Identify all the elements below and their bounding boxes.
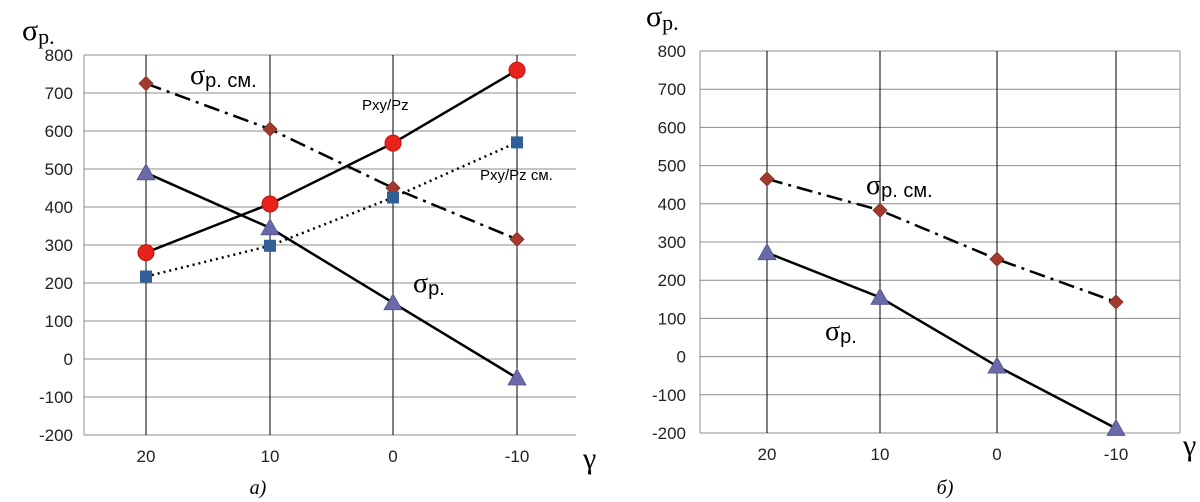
data-point-square (140, 270, 152, 283)
y-tick-label: 700 (658, 80, 686, 99)
y-tick-label: 700 (45, 84, 73, 103)
data-point-diamond (872, 202, 888, 218)
panel-caption: б) (937, 477, 954, 499)
series-line (766, 177, 1117, 304)
y-tick-label: 400 (45, 198, 73, 217)
y-axis-label: σр. (22, 14, 55, 49)
series-label-pxy-pz: Pxy/Pz (362, 97, 409, 114)
y-axis-label: σр. (646, 0, 679, 35)
panel-caption: а) (250, 477, 267, 499)
data-point-square (511, 136, 523, 149)
x-tick-label: 0 (992, 445, 1001, 464)
data-point-diamond (989, 251, 1005, 267)
data-point-diamond (759, 171, 775, 187)
series-line (145, 171, 518, 380)
data-point-triangle (870, 287, 890, 305)
y-tick-label: 500 (45, 160, 73, 179)
y-tick-label: 800 (45, 46, 73, 65)
chart-panel-b: -200 -100 0 100 200 300 400 500 600 700 800 20 10 0 -1… (610, 0, 1200, 502)
data-point-circle (384, 134, 402, 152)
data-point-triangle (757, 242, 777, 261)
y-tick-label: -200 (652, 424, 686, 443)
data-point-diamond (138, 75, 154, 92)
y-tick-label: -200 (39, 426, 73, 445)
series-line (145, 82, 518, 241)
y-tick-label: 500 (658, 157, 686, 176)
x-tick-label: 0 (388, 447, 397, 466)
series-label-sigma-sm: σр. см. (190, 60, 257, 92)
x-axis-label: γ (1182, 429, 1196, 462)
data-point-triangle (260, 218, 280, 236)
x-tick-label: 10 (871, 445, 890, 464)
data-point-square (387, 191, 399, 204)
x-tick-label: 20 (758, 445, 777, 464)
data-point-circle (261, 195, 279, 213)
y-tick-label: 400 (658, 195, 686, 214)
x-tick-label: 20 (137, 447, 156, 466)
data-point-square (264, 239, 276, 252)
data-point-triangle (136, 162, 156, 181)
series-line (145, 69, 518, 254)
y-tick-label: 200 (45, 274, 73, 293)
y-tick-label: 0 (677, 348, 686, 367)
y-tick-label: 200 (658, 271, 686, 290)
series-label-pxy-pz-sm: Pxy/Pz см. (480, 167, 553, 184)
data-point-triangle (383, 292, 403, 311)
y-tick-label: 100 (658, 309, 686, 328)
data-point-triangle (1106, 418, 1126, 436)
series-label-sigma: σр. (413, 268, 445, 300)
data-point-diamond (509, 231, 525, 247)
series-line (766, 251, 1117, 430)
y-tick-label: -100 (652, 386, 686, 405)
data-point-triangle (987, 356, 1007, 374)
y-tick-label: 600 (658, 118, 686, 137)
y-tick-label: 300 (658, 233, 686, 252)
y-tick-label: -100 (39, 388, 73, 407)
data-point-circle (137, 244, 155, 262)
y-tick-label: 300 (45, 236, 73, 255)
y-tick-label: 600 (45, 122, 73, 141)
data-point-circle (508, 61, 526, 79)
x-tick-label: -10 (1104, 445, 1129, 464)
data-point-diamond (262, 121, 278, 137)
y-tick-label: 800 (658, 42, 686, 61)
x-tick-label: 10 (261, 447, 280, 466)
y-tick-label: 0 (64, 350, 73, 369)
x-axis-label: γ (582, 442, 596, 475)
data-point-diamond (1108, 294, 1124, 310)
series-label-sigma-sm: σр. см. (866, 170, 933, 202)
series-line (145, 141, 518, 278)
chart-panel-a: -200 -100 0 100 200 300 400 500 600 700 800 20 10 0 -1… (22, 14, 596, 499)
series-label-sigma: σр. (825, 316, 857, 348)
y-tick-label: 100 (45, 312, 73, 331)
data-point-triangle (507, 368, 527, 386)
x-tick-label: -10 (505, 447, 530, 466)
